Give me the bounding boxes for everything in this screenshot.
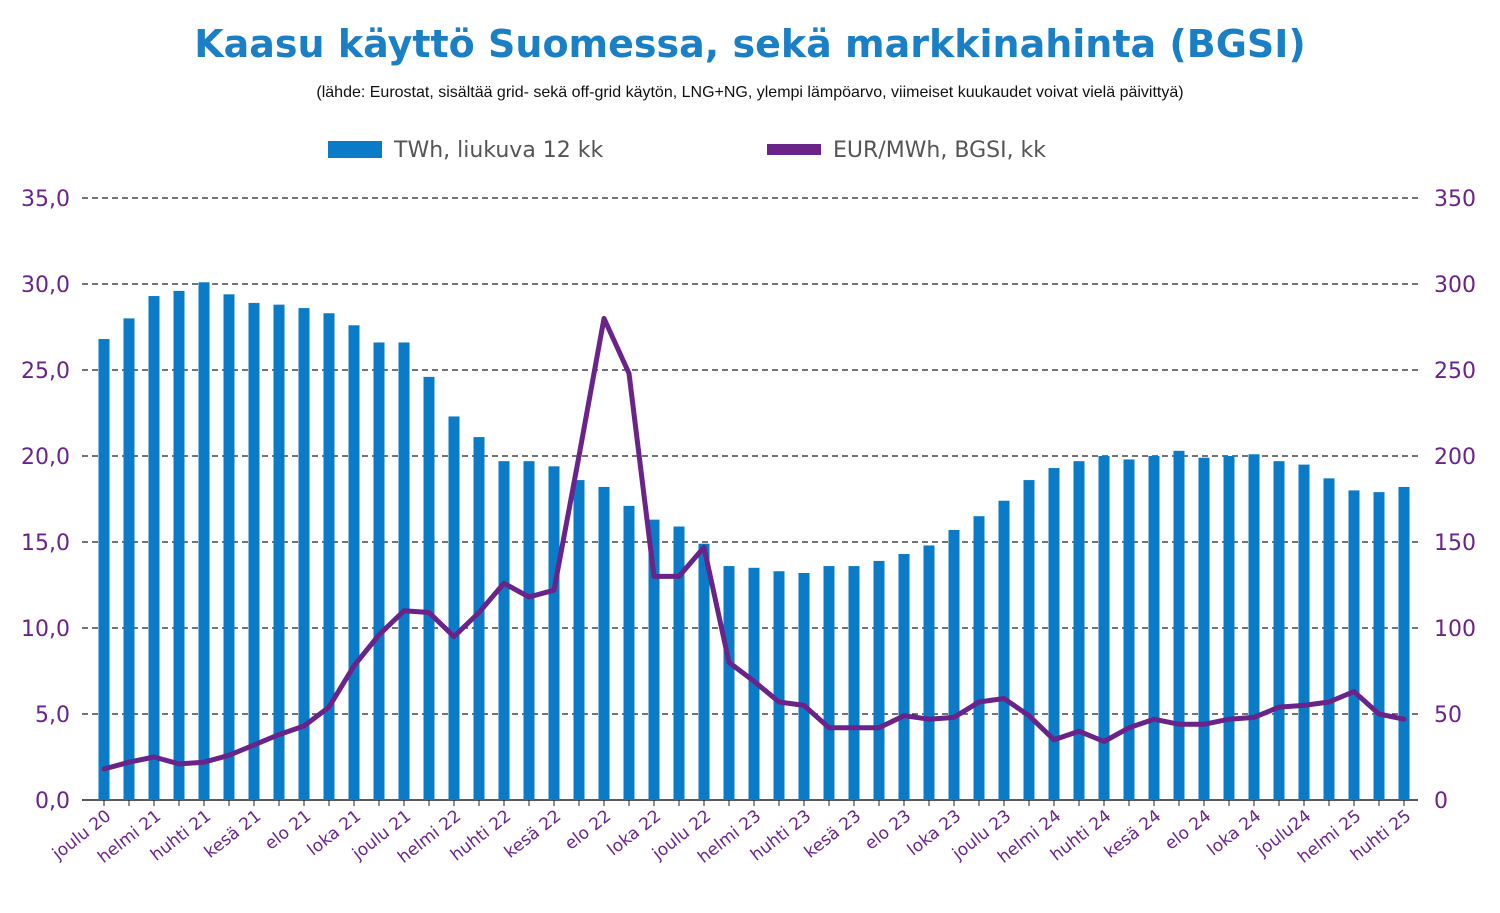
bar — [1248, 454, 1260, 800]
bar — [998, 500, 1010, 800]
bar — [873, 560, 885, 800]
bar — [473, 437, 485, 800]
bar — [223, 294, 235, 800]
bar — [923, 545, 935, 800]
bar — [423, 376, 435, 800]
y-right-tick-label: 100 — [1434, 617, 1476, 642]
y-right-tick-label: 0 — [1434, 789, 1448, 814]
bar-series — [98, 282, 1410, 800]
bar — [948, 529, 960, 800]
y-left-tick-label: 30,0 — [21, 273, 70, 298]
bar — [173, 290, 185, 800]
bar — [273, 304, 285, 800]
y-right-tick-label: 150 — [1434, 531, 1476, 556]
bar — [1348, 490, 1360, 800]
y-right-tick-label: 50 — [1434, 703, 1462, 728]
legend-swatch-bars — [328, 141, 382, 158]
bar — [698, 543, 710, 800]
legend-swatch-line — [767, 144, 821, 155]
bar — [1073, 461, 1085, 800]
bar — [898, 554, 910, 800]
bar — [123, 318, 135, 800]
y-left-tick-label: 5,0 — [35, 703, 70, 728]
bar — [398, 342, 410, 800]
y-right-tick-label: 250 — [1434, 359, 1476, 384]
y-axis-left: 0,0 5,0 10,0 15,0 20,0 25,0 30,0 35,0 — [21, 187, 70, 814]
y-right-tick-label: 350 — [1434, 187, 1476, 212]
x-tick-label: loka 24 — [1204, 806, 1265, 860]
bar — [1123, 459, 1135, 800]
bar — [523, 461, 535, 800]
y-left-tick-label: 35,0 — [21, 187, 70, 212]
bar — [673, 526, 685, 800]
price-line — [101, 315, 1407, 772]
y-left-tick-label: 15,0 — [21, 531, 70, 556]
bar — [448, 416, 460, 800]
bar — [823, 566, 835, 800]
legend-label-bars: TWh, liukuva 12 kk — [393, 138, 604, 163]
bar — [348, 325, 360, 800]
y-right-tick-label: 200 — [1434, 445, 1476, 470]
bar — [1223, 456, 1235, 800]
legend: TWh, liukuva 12 kk EUR/MWh, BGSI, kk — [328, 138, 1046, 163]
chart-title: Kaasu käyttö Suomessa, sekä markkinahint… — [194, 22, 1306, 66]
x-tick-label: kesä 23 — [801, 806, 865, 862]
bar — [1173, 450, 1185, 800]
bar — [723, 566, 735, 800]
bar — [198, 282, 210, 800]
x-tick-label: kesä 22 — [501, 806, 565, 862]
bar — [548, 466, 560, 800]
y-left-tick-label: 20,0 — [21, 445, 70, 470]
bar — [848, 566, 860, 800]
bar — [323, 313, 335, 800]
bar — [1198, 457, 1210, 800]
bar — [498, 461, 510, 800]
bar — [1048, 468, 1060, 800]
bar — [973, 516, 985, 800]
bar — [623, 505, 635, 800]
bar — [373, 342, 385, 800]
bar — [648, 519, 660, 800]
line-series — [101, 315, 1407, 772]
bar — [1323, 478, 1335, 800]
bar — [1148, 456, 1160, 800]
bar — [148, 296, 160, 800]
bar — [773, 571, 785, 800]
bar — [98, 339, 110, 800]
y-left-tick-label: 25,0 — [21, 359, 70, 384]
bar — [1298, 464, 1310, 800]
bar — [248, 302, 260, 800]
bar — [598, 486, 610, 800]
y-right-tick-label: 300 — [1434, 273, 1476, 298]
bar — [1373, 492, 1385, 800]
bar — [298, 308, 310, 800]
bar — [1023, 480, 1035, 800]
y-left-tick-label: 10,0 — [21, 617, 70, 642]
legend-label-line: EUR/MWh, BGSI, kk — [833, 138, 1046, 163]
bar — [1273, 461, 1285, 800]
y-left-tick-label: 0,0 — [35, 789, 70, 814]
bar — [1098, 456, 1110, 800]
x-tick-label: kesä 24 — [1101, 806, 1165, 862]
chart-subtitle: (lähde: Eurostat, sisältää grid- sekä of… — [316, 84, 1184, 101]
bar — [573, 480, 585, 800]
y-axis-right: 0 50 100 150 200 250 300 350 — [1434, 187, 1476, 814]
x-tick-label: kesä 21 — [201, 806, 265, 862]
bar — [1398, 486, 1410, 800]
bar — [798, 572, 810, 800]
